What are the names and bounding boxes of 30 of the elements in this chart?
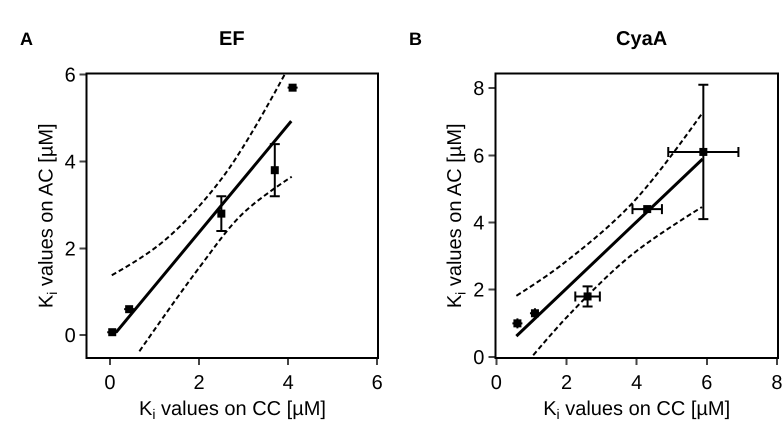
- x-tick-label: 0: [104, 372, 116, 394]
- x-tick-label: 2: [194, 372, 205, 394]
- x-tick-label: 4: [631, 372, 642, 394]
- chart-title: EF: [219, 28, 245, 50]
- x-tick-label: 8: [771, 372, 783, 394]
- y-tick-label: 0: [64, 325, 76, 348]
- y-tick-label: 8: [473, 78, 484, 100]
- x-tick-label: 2: [560, 372, 572, 394]
- y-tick-label: 4: [473, 212, 484, 235]
- point: [699, 148, 708, 156]
- y-tick-label: 0: [473, 346, 484, 369]
- x-tick-label: 4: [282, 372, 294, 394]
- x-tick-label: 6: [701, 372, 712, 394]
- y-tick-label: 6: [473, 145, 484, 168]
- point: [270, 166, 279, 174]
- x-tick-label: 0: [490, 372, 502, 394]
- text: A: [20, 29, 33, 49]
- y-tick-label: 2: [473, 280, 484, 302]
- chart-title: CyaA: [616, 28, 668, 50]
- point: [125, 305, 134, 314]
- point: [288, 84, 297, 92]
- text: B: [409, 29, 422, 49]
- point: [217, 210, 226, 218]
- x-axis-title: K$_{i}$ values on CC [µM]: [543, 398, 730, 422]
- point: [513, 319, 522, 328]
- y-tick-label: 4: [64, 152, 76, 174]
- x-axis-title: K$_{i}$ values on CC [µM]: [139, 398, 326, 422]
- y-tick-label: 2: [64, 238, 76, 260]
- x-tick-label: 6: [372, 372, 383, 394]
- y-tick-label: 6: [64, 64, 76, 87]
